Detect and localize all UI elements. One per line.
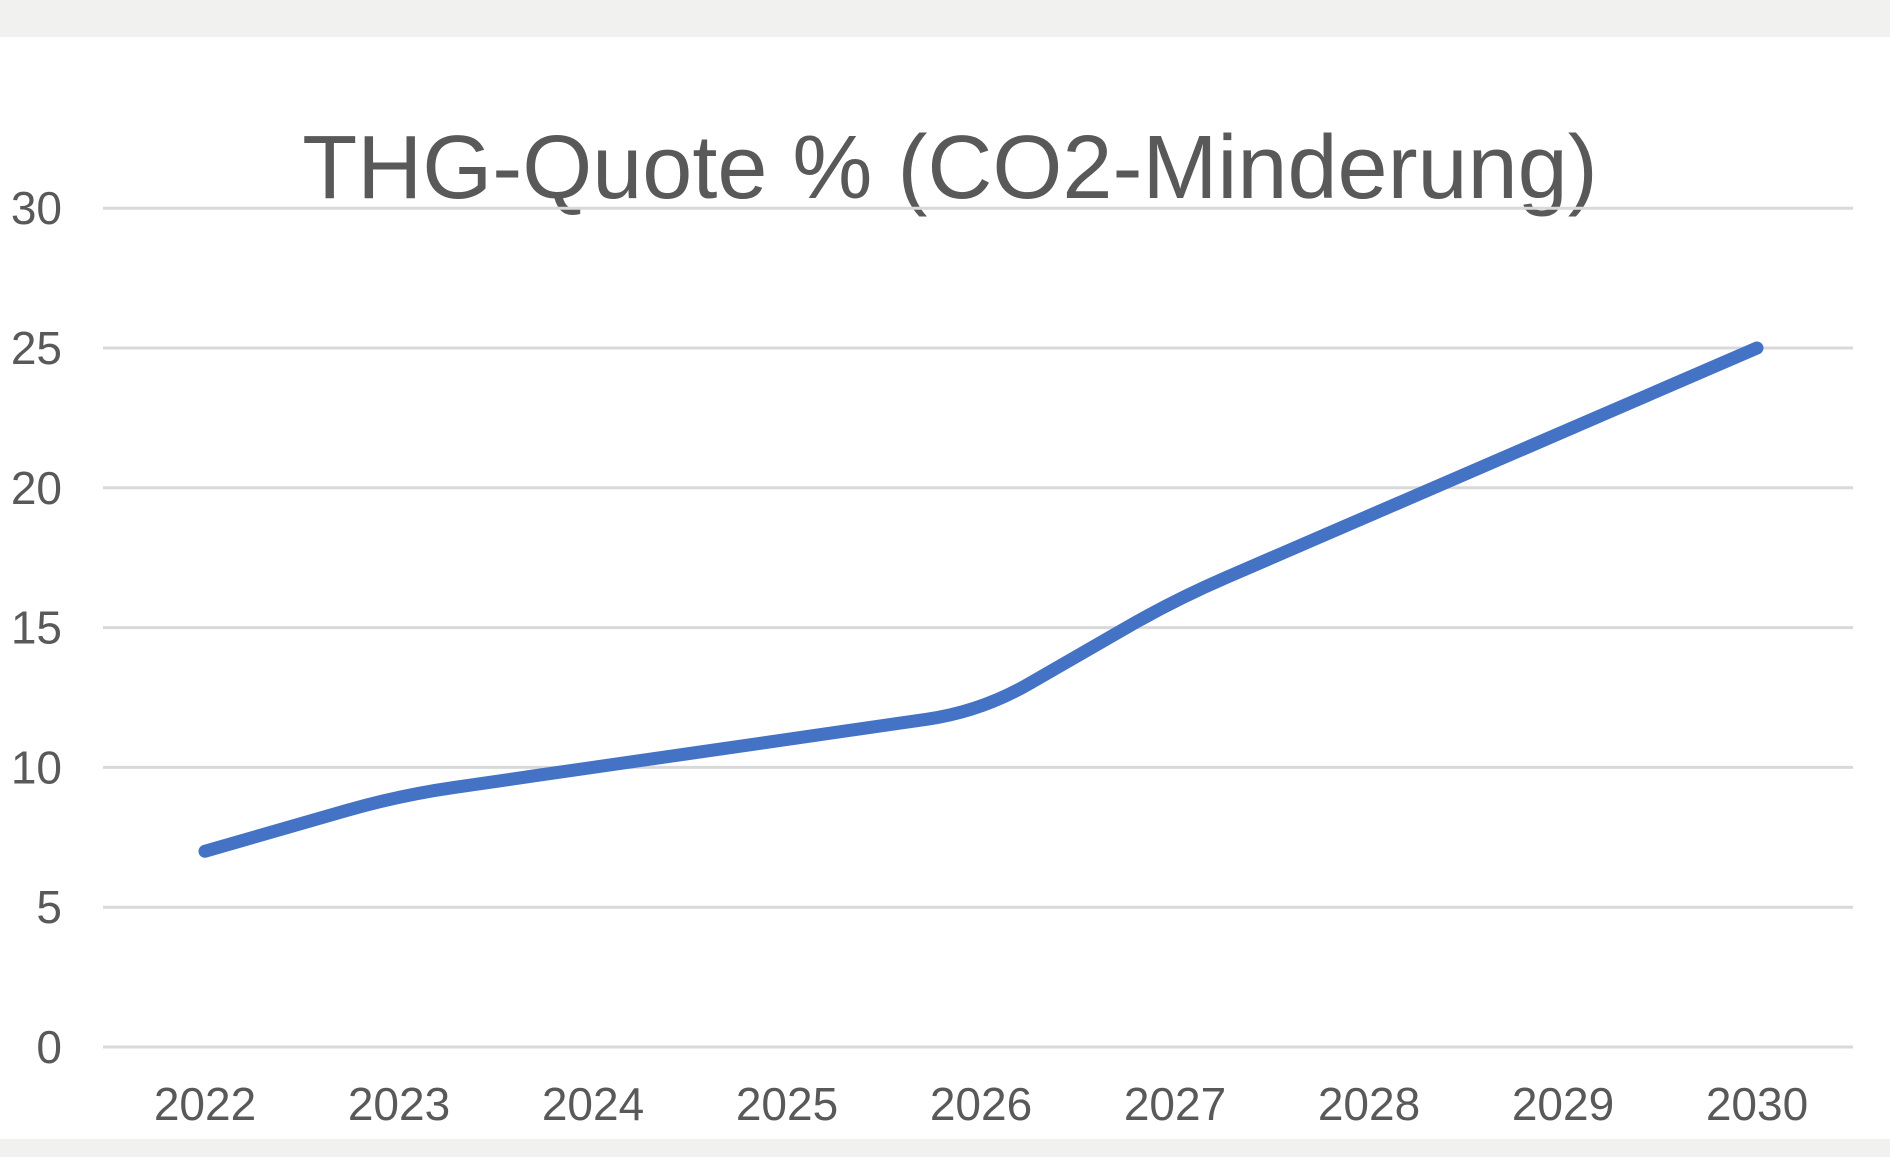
y-axis-labels-group: 0 5 10 15 20 25 30 [11,182,62,1073]
y-axis-label-0: 0 [36,1021,62,1073]
data-series-group [198,341,1764,858]
y-axis-label-5: 5 [36,881,62,933]
data-line [198,341,1764,858]
x-axis-label-2022: 2022 [154,1078,256,1130]
x-axis-labels-group: 2022 2023 2024 2025 2026 2027 2028 2029 2030 [154,1078,1808,1130]
gridlines-group [103,206,1853,1049]
y-axis-label-30: 30 [11,182,62,234]
x-axis-label-2027: 2027 [1124,1078,1226,1130]
x-axis-label-2023: 2023 [348,1078,450,1130]
x-axis-label-2026: 2026 [930,1078,1032,1130]
y-axis-label-15: 15 [11,602,62,654]
chart-title: THG-Quote % (CO2-Minderung) [302,118,1597,218]
bottom-margin-band [0,1139,1890,1157]
x-axis-label-2024: 2024 [542,1078,644,1130]
x-axis-label-2029: 2029 [1512,1078,1614,1130]
x-axis-label-2030: 2030 [1706,1078,1808,1130]
top-margin-band [0,0,1890,37]
x-axis-label-2028: 2028 [1318,1078,1420,1130]
x-axis-label-2025: 2025 [736,1078,838,1130]
y-axis-label-25: 25 [11,322,62,374]
y-axis-label-20: 20 [11,462,62,514]
y-axis-label-10: 10 [11,741,62,793]
